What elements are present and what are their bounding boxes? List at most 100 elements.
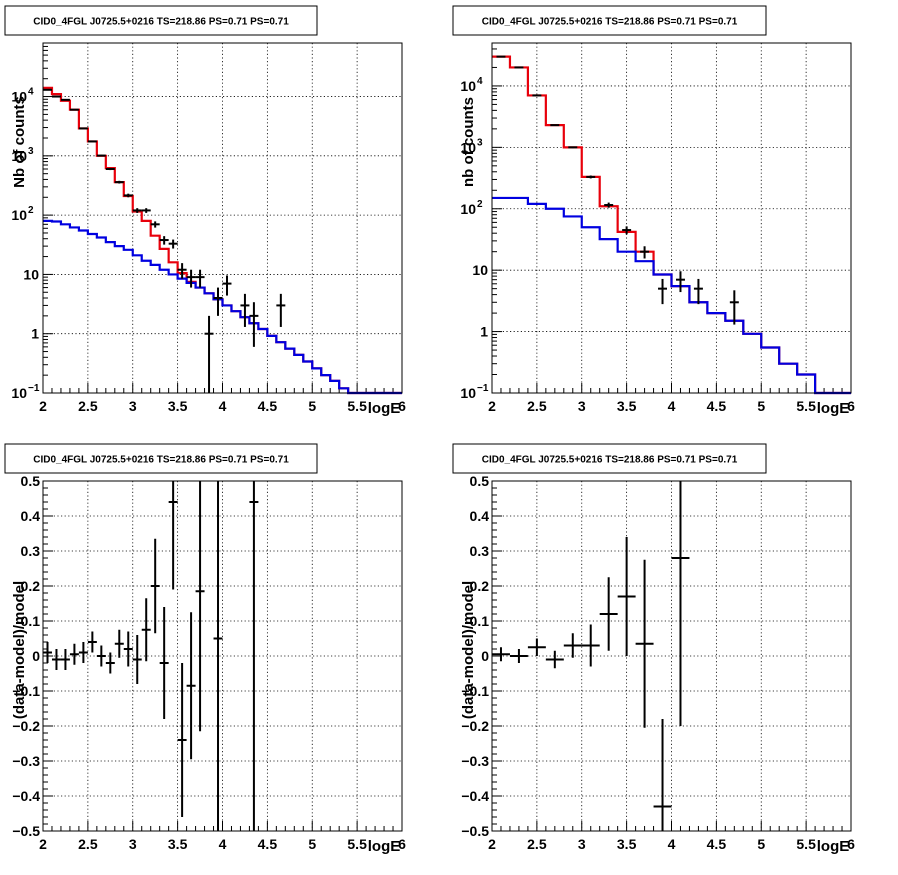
data-point <box>69 108 79 111</box>
y-tick-label: 10 <box>460 201 476 217</box>
title-box <box>4 5 318 36</box>
y-tick-label: 1 <box>480 324 488 340</box>
x-tick-label: 4 <box>219 836 227 852</box>
chart-pad-1: CID0_4FGL J0725.5+0216 TS=218.86 PS=0.71… <box>4 5 406 417</box>
y-tick-label: −0.2 <box>12 718 40 734</box>
plot-frame <box>42 480 403 832</box>
data-point <box>177 663 187 817</box>
x-tick-label: 2 <box>488 836 496 852</box>
x-tick-label: 3 <box>129 398 137 414</box>
data-point <box>581 624 600 667</box>
data-point <box>563 633 582 658</box>
x-axis-label: logE <box>368 838 401 855</box>
title-box <box>452 443 767 474</box>
data-point <box>69 643 79 665</box>
chart-title: CID0_4FGL J0725.5+0216 TS=218.86 PS=0.71… <box>33 455 289 466</box>
x-tick-label: 4 <box>219 398 227 414</box>
data-point <box>729 290 739 325</box>
data-point <box>43 642 52 663</box>
y-tick-label: 0.1 <box>21 613 41 629</box>
data-point <box>222 275 232 296</box>
y-tick-exponent: 2 <box>28 205 34 216</box>
y-tick-label: 10 <box>460 139 476 155</box>
data-point <box>195 481 205 732</box>
x-tick-label: 5.5 <box>796 398 816 414</box>
data-point <box>492 647 510 662</box>
y-tick-label: −0.1 <box>461 683 489 699</box>
data-point <box>568 146 578 149</box>
x-tick-label: 5.5 <box>796 836 816 852</box>
x-tick-label: 6 <box>847 398 855 414</box>
data-point <box>168 239 178 249</box>
y-tick-label: 0.3 <box>470 543 490 559</box>
x-axis-label: logE <box>368 400 401 417</box>
data-point <box>159 236 169 245</box>
y-tick-label: 0.4 <box>21 508 41 524</box>
data-point <box>509 649 528 663</box>
x-tick-label: 2 <box>488 398 496 414</box>
x-tick-label: 2.5 <box>78 836 98 852</box>
data-point <box>545 650 564 669</box>
x-tick-label: 5 <box>757 836 765 852</box>
data-point <box>168 481 178 590</box>
x-tick-label: 2 <box>39 398 47 414</box>
y-tick-label: 10 <box>11 207 27 223</box>
y-tick-exponent: 4 <box>477 76 483 87</box>
x-tick-label: 4 <box>668 836 676 852</box>
y-tick-label: −0.3 <box>12 753 40 769</box>
data-point <box>141 208 151 213</box>
y-tick-label: 0.4 <box>470 508 490 524</box>
x-tick-label: 5 <box>308 836 316 852</box>
x-tick-label: 4.5 <box>258 398 278 414</box>
plot-frame <box>491 42 852 394</box>
y-tick-label: −0.4 <box>12 788 40 804</box>
data-point <box>114 180 124 184</box>
title-box <box>452 5 767 36</box>
chart-pad-3: CID0_4FGL J0725.5+0216 TS=218.86 PS=0.71… <box>4 443 406 855</box>
y-tick-label: 1 <box>31 326 39 342</box>
data-point <box>532 94 542 97</box>
chart-pad-2: CID0_4FGL J0725.5+0216 TS=218.86 PS=0.71… <box>452 5 855 417</box>
chart-title: CID0_4FGL J0725.5+0216 TS=218.86 PS=0.71… <box>482 17 738 28</box>
plot-frame <box>491 480 852 832</box>
y-tick-exponent: 4 <box>28 87 34 98</box>
x-tick-label: 3 <box>129 836 137 852</box>
data-point <box>213 481 223 831</box>
y-axis-label: (data-model)/model <box>11 581 28 719</box>
data-point <box>159 607 169 719</box>
y-tick-exponent: −1 <box>477 383 489 394</box>
data-point <box>78 642 88 663</box>
y-tick-label: 10 <box>11 385 27 401</box>
y-tick-label: 10 <box>460 78 476 94</box>
data-point <box>617 537 636 656</box>
x-tick-label: 6 <box>398 836 406 852</box>
y-tick-label: 0 <box>32 648 40 664</box>
y-tick-label: 0.1 <box>470 613 490 629</box>
data-point <box>550 124 560 127</box>
data-point <box>60 98 70 101</box>
data-point <box>87 140 97 143</box>
data-point <box>186 269 196 288</box>
y-tick-label: −0.1 <box>12 683 40 699</box>
data-point <box>177 263 187 279</box>
y-tick-label: −0.3 <box>461 753 489 769</box>
chart-title: CID0_4FGL J0725.5+0216 TS=218.86 PS=0.71… <box>482 455 738 466</box>
data-point <box>586 175 596 179</box>
y-tick-exponent: 3 <box>28 146 34 157</box>
x-axis-label: logE <box>817 838 850 855</box>
x-tick-label: 4.5 <box>258 836 278 852</box>
x-tick-label: 3.5 <box>168 836 188 852</box>
x-tick-label: 6 <box>847 836 855 852</box>
chart-pad-4: CID0_4FGL J0725.5+0216 TS=218.86 PS=0.71… <box>452 443 855 855</box>
data-point <box>249 302 259 347</box>
histogram-series-2 <box>492 196 851 395</box>
y-tick-exponent: −1 <box>28 383 40 394</box>
data-point <box>78 127 88 130</box>
data-point <box>60 649 70 670</box>
x-axis-label: logE <box>817 400 850 417</box>
y-tick-label: 10 <box>472 262 488 278</box>
data-point <box>693 278 703 305</box>
data-point <box>51 95 61 98</box>
x-tick-label: 2.5 <box>78 398 98 414</box>
